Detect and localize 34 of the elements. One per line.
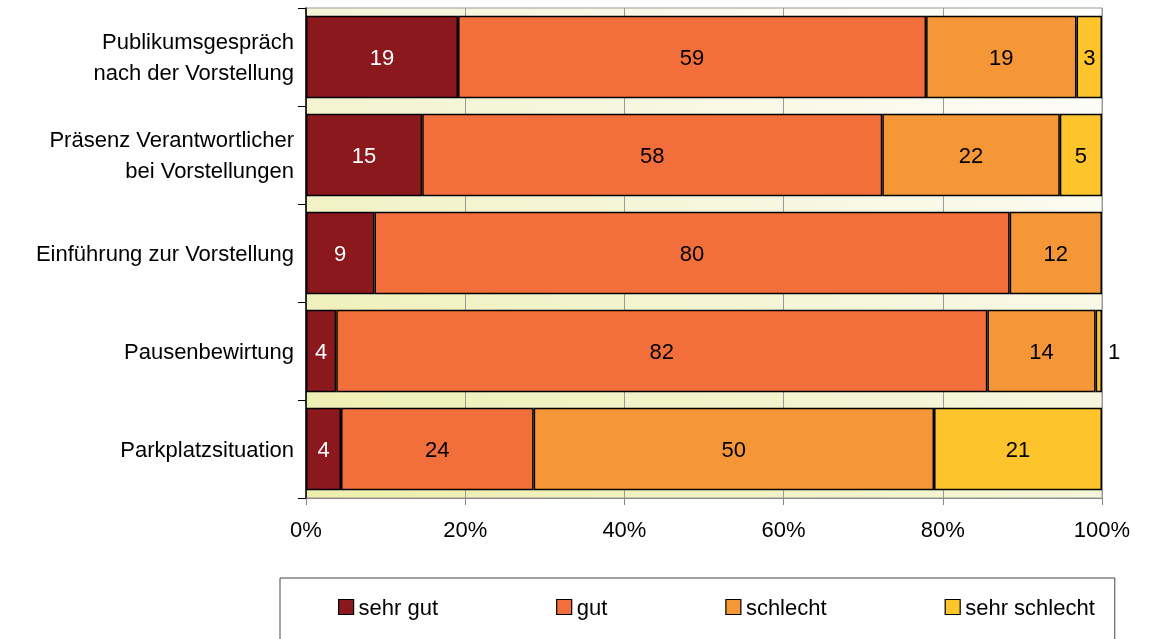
data-label: 5: [1074, 142, 1088, 168]
data-label: 14: [1029, 338, 1054, 364]
data-label: 1: [1108, 338, 1121, 364]
data-label: 4: [317, 436, 330, 462]
x-tick-label: 40%: [602, 516, 647, 542]
data-label: 4: [315, 338, 328, 364]
data-label: 80: [679, 240, 705, 266]
x-tick-label: 60%: [761, 516, 806, 542]
data-label: 19: [369, 44, 395, 70]
data-label: 9: [334, 240, 347, 266]
data-label: 82: [649, 338, 675, 364]
x-tick-label: 80%: [920, 516, 965, 542]
data-label: 24: [425, 436, 450, 462]
y-tick-label: Parkplatzsituation: [120, 436, 294, 462]
legend-label: sehr schlecht: [965, 594, 1095, 620]
data-label: 19: [989, 44, 1014, 70]
x-tick-label: 0%: [290, 516, 322, 542]
y-tick-label: Pausenbewirtung: [123, 338, 294, 364]
x-tick-label: 20%: [443, 516, 488, 542]
legend-label: schlecht: [745, 594, 827, 620]
x-tick-label: 100%: [1073, 516, 1131, 542]
legend-label: gut: [576, 594, 608, 620]
y-tick-label: Einführung zur Vorstellung: [35, 240, 294, 266]
data-label: 59: [679, 44, 705, 70]
y-tick-label: Präsenz Verantwortlicher bei Vorstellungen: [49, 127, 294, 183]
data-label: 3: [1083, 44, 1096, 70]
data-label: 58: [640, 142, 665, 168]
data-label: 21: [1005, 436, 1031, 462]
data-label: 22: [958, 142, 984, 168]
data-label: 15: [351, 142, 377, 168]
legend-label: sehr gut: [358, 594, 439, 620]
data-label: 50: [721, 436, 747, 462]
data-label: 12: [1043, 240, 1069, 266]
y-tick-label: Publikumsgespräch nach der Vorstellung: [93, 29, 294, 85]
